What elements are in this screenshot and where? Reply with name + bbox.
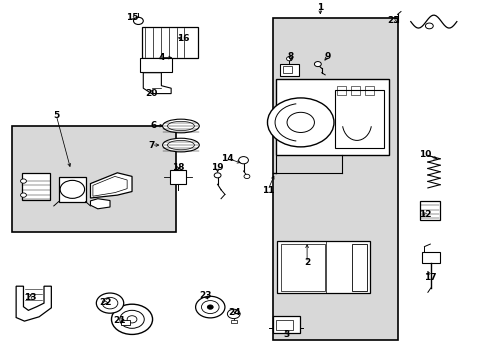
Circle shape	[207, 305, 213, 309]
Bar	[351, 244, 366, 291]
Bar	[283, 66, 291, 73]
Text: 17: 17	[423, 273, 436, 282]
Text: 15: 15	[125, 13, 138, 22]
Bar	[140, 58, 172, 72]
Bar	[142, 27, 198, 58]
Text: 9: 9	[324, 52, 330, 61]
Bar	[22, 173, 50, 200]
Bar	[121, 320, 130, 325]
Circle shape	[195, 296, 224, 318]
Text: 23: 23	[199, 292, 211, 300]
Text: 5: 5	[53, 111, 59, 120]
Circle shape	[96, 293, 123, 313]
Text: 25: 25	[386, 16, 399, 25]
Ellipse shape	[167, 121, 194, 131]
Text: 1: 1	[317, 3, 323, 12]
Circle shape	[20, 193, 26, 197]
Text: 20: 20	[145, 89, 158, 98]
Circle shape	[425, 23, 432, 29]
Bar	[277, 241, 369, 293]
Circle shape	[267, 98, 333, 147]
Text: 10: 10	[418, 150, 431, 158]
Ellipse shape	[162, 119, 199, 133]
Bar	[170, 170, 185, 184]
Ellipse shape	[167, 140, 194, 150]
Bar	[276, 79, 388, 155]
Text: 21: 21	[113, 316, 126, 325]
Bar	[230, 320, 236, 323]
Text: 16: 16	[177, 34, 189, 43]
Bar	[364, 86, 373, 95]
Ellipse shape	[162, 138, 199, 152]
Text: 3: 3	[283, 330, 288, 338]
Circle shape	[227, 309, 240, 319]
Text: 18: 18	[172, 163, 184, 172]
Circle shape	[244, 174, 249, 179]
Text: 24: 24	[228, 308, 241, 317]
Text: 11: 11	[261, 186, 274, 194]
Circle shape	[20, 179, 26, 183]
Bar	[419, 201, 439, 220]
Text: 14: 14	[221, 154, 233, 163]
Text: 19: 19	[211, 163, 224, 172]
Bar	[59, 177, 85, 202]
Bar	[421, 252, 439, 263]
Text: 22: 22	[99, 298, 111, 307]
Circle shape	[314, 62, 321, 67]
Bar	[272, 18, 397, 340]
Text: 13: 13	[24, 292, 37, 302]
Text: 8: 8	[287, 52, 293, 61]
Bar	[334, 90, 383, 148]
Circle shape	[214, 173, 221, 178]
Text: 7: 7	[148, 140, 155, 150]
Polygon shape	[143, 73, 171, 94]
Bar	[272, 316, 299, 333]
Polygon shape	[90, 173, 132, 198]
Circle shape	[168, 34, 176, 40]
Text: 4: 4	[158, 53, 164, 62]
Circle shape	[238, 157, 248, 164]
Circle shape	[286, 57, 292, 61]
Circle shape	[111, 304, 152, 334]
Bar	[281, 244, 325, 291]
Circle shape	[60, 180, 84, 198]
Polygon shape	[90, 199, 110, 209]
Text: 2: 2	[304, 258, 309, 267]
Bar	[12, 126, 176, 232]
Bar	[337, 86, 346, 95]
Text: 6: 6	[151, 121, 157, 130]
Bar	[350, 86, 359, 95]
Polygon shape	[16, 286, 51, 321]
Text: 12: 12	[418, 210, 431, 219]
Bar	[280, 64, 298, 76]
Bar	[276, 320, 293, 330]
Circle shape	[133, 17, 143, 24]
